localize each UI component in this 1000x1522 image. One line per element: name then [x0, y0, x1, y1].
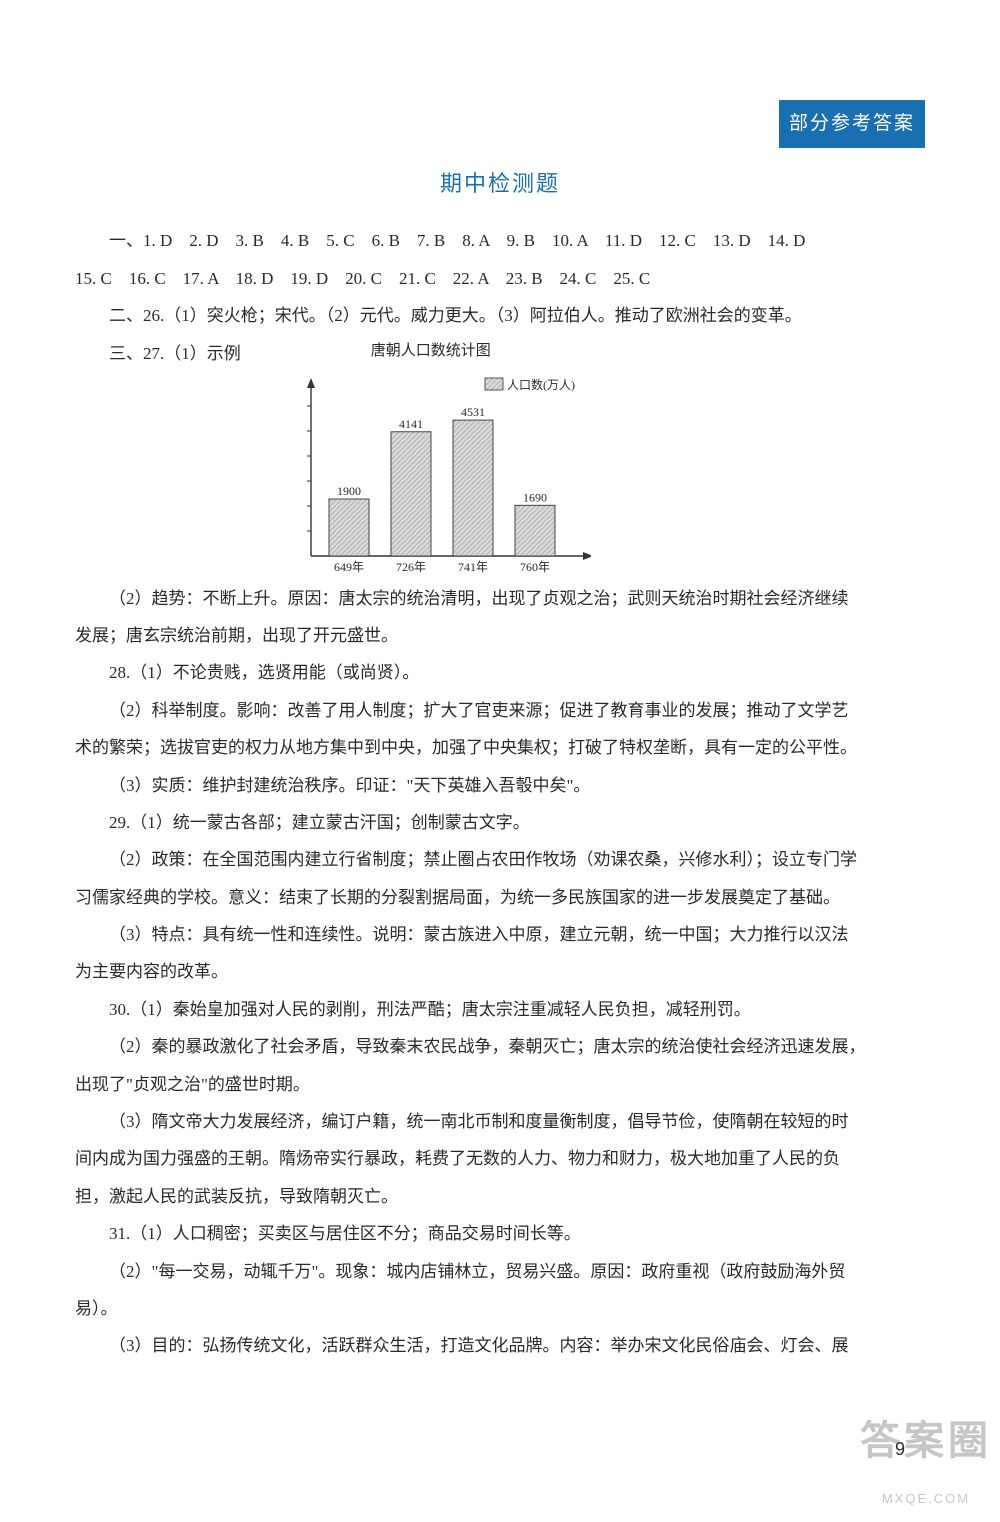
q29-1: 29.（1）统一蒙古各部；建立蒙古汗国；创制蒙古文字。: [75, 804, 925, 841]
q28-3: （3）实质：维护封建统治秩序。印证："天下英雄入吾彀中矣"。: [75, 767, 925, 804]
q30-3a: （3）隋文帝大力发展经济，编订户籍，统一南北币制和度量衡制度，倡导节俭，使隋朝在…: [75, 1103, 925, 1140]
q28-1: 28.（1）不论贵贱，选贤用能（或尚贤）。: [75, 654, 925, 691]
question-27-intro: 三、27.（1）示例: [75, 335, 271, 372]
svg-text:人口数(万人): 人口数(万人): [507, 377, 575, 392]
q31-2a: （2）"每一交易，动辄千万"。现象：城内店铺林立，贸易兴盛。原因：政府重视（政府…: [75, 1253, 925, 1290]
chart-container: 唐朝人口数统计图 人口数(万人) 1900 649年 4141 726年 4531 741年…: [271, 335, 591, 580]
chart-title: 唐朝人口数统计图: [271, 335, 591, 368]
q29-3a: （3）特点：具有统一性和连续性。说明：蒙古族进入中原，建立元朝，统一中国；大力推…: [75, 916, 925, 953]
bar-chart: 人口数(万人) 1900 649年 4141 726年 4531 741年 1690 760年: [271, 370, 591, 580]
question-27-row: 三、27.（1）示例 唐朝人口数统计图 人口数(万人) 1900 649年 4141 7…: [75, 335, 925, 580]
q30-2a: （2）秦的暴政激化了社会矛盾，导致秦末农民战争，秦朝灭亡；唐太宗的统治使社会经济…: [75, 1028, 925, 1065]
q28-2b: 术的繁荣；选拔官吏的权力从地方集中到中央，加强了中央集权；打破了特权垄断，具有一…: [75, 729, 925, 766]
q30-2b: 出现了"贞观之治"的盛世时期。: [75, 1066, 925, 1103]
q28-2a: （2）科举制度。影响：改善了用人制度；扩大了官吏来源；促进了教育事业的发展；推动…: [75, 692, 925, 729]
q30-3c: 担，激起人民的武装反抗，导致隋朝灭亡。: [75, 1178, 925, 1215]
svg-text:4141: 4141: [399, 416, 423, 430]
q27-2b: 发展；唐玄宗统治前期，出现了开元盛世。: [75, 617, 925, 654]
q29-3b: 为主要内容的改革。: [75, 953, 925, 990]
svg-text:760年: 760年: [520, 560, 550, 574]
svg-text:1690: 1690: [523, 490, 547, 504]
q31-3: （3）目的：弘扬传统文化，活跃群众生活，打造文化品牌。内容：举办宋文化民俗庙会、…: [75, 1327, 925, 1364]
q31-1: 31.（1）人口稠密；买卖区与居住区不分；商品交易时间长等。: [75, 1215, 925, 1252]
watermark: 答案圈 MXQE.COM: [860, 1397, 992, 1514]
watermark-small: MXQE.COM: [860, 1485, 992, 1514]
answers-section-1-line-2: 15. C 16. C 17. A 18. D 19. D 20. C 21. …: [75, 260, 925, 297]
watermark-big: 答案圈: [860, 1397, 992, 1485]
q31-2b: 易）。: [75, 1290, 925, 1327]
page: 部分参考答案 期中检测题 一、1. D 2. D 3. B 4. B 5. C …: [0, 0, 1000, 1522]
q29-2a: （2）政策：在全国范围内建立行省制度；禁止圈占农田作牧场（劝课农桑，兴修水利）；…: [75, 841, 925, 878]
page-title: 期中检测题: [75, 160, 925, 208]
svg-text:726年: 726年: [396, 560, 426, 574]
q30-1: 30.（1）秦始皇加强对人民的剥削，刑法严酷；唐太宗注重减轻人民负担，减轻刑罚。: [75, 991, 925, 1028]
svg-text:741年: 741年: [458, 560, 488, 574]
q29-2b: 习儒家经典的学校。意义：结束了长期的分裂割据局面，为统一多民族国家的进一步发展奠…: [75, 879, 925, 916]
svg-text:1900: 1900: [337, 484, 361, 498]
question-26: 二、26.（1）突火枪；宋代。（2）元代。威力更大。（3）阿拉伯人。推动了欧洲社…: [75, 297, 925, 334]
svg-text:649年: 649年: [334, 560, 364, 574]
q30-3b: 间内成为国力强盛的王朝。隋炀帝实行暴政，耗费了无数的人力、物力和财力，极大地加重…: [75, 1140, 925, 1177]
header-label: 部分参考答案: [779, 100, 925, 148]
q27-2a: （2）趋势：不断上升。原因：唐太宗的统治清明，出现了贞观之治；武则天统治时期社会…: [75, 580, 925, 617]
svg-text:4531: 4531: [461, 405, 485, 419]
answers-section-1-line-1: 一、1. D 2. D 3. B 4. B 5. C 6. B 7. B 8. …: [75, 222, 925, 259]
